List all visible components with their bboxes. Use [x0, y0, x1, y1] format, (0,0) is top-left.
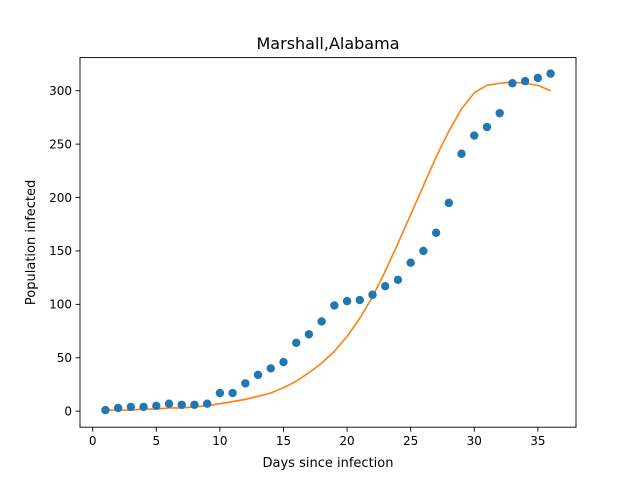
data-point — [381, 282, 390, 291]
axes-border — [79, 57, 577, 428]
data-point — [419, 246, 428, 256]
data-point — [342, 296, 352, 306]
data-point — [482, 122, 492, 132]
data-point — [177, 400, 186, 409]
data-point — [139, 402, 148, 412]
data-point — [393, 275, 403, 284]
plot-area — [80, 57, 576, 428]
x-tick-label: 30 — [467, 434, 482, 448]
y-axis-label: Population infected — [24, 180, 39, 305]
x-tick-label: 5 — [152, 434, 160, 448]
x-tick-label: 0 — [89, 434, 97, 448]
data-point — [202, 399, 212, 408]
y-tick-label: 100 — [49, 298, 72, 312]
axes-frame — [79, 57, 577, 428]
data-point — [355, 295, 364, 305]
data-point — [406, 258, 415, 267]
data-point — [190, 400, 199, 409]
data-point — [495, 108, 504, 118]
x-ticks: 0 5 10 15 20 25 30 35 — [89, 427, 545, 448]
data-point — [317, 317, 326, 326]
data-point — [101, 405, 110, 415]
x-tick-label: 15 — [276, 434, 291, 448]
y-tick-label: 150 — [49, 244, 72, 258]
data-point — [266, 364, 275, 373]
data-point — [330, 301, 339, 310]
data-point — [126, 402, 136, 412]
data-point — [431, 228, 441, 237]
x-tick-label: 35 — [530, 434, 545, 448]
data-point — [457, 149, 466, 158]
data-point — [228, 388, 237, 398]
chart-title: Marshall,Alabama — [257, 34, 400, 53]
data-point — [152, 401, 161, 411]
data-point — [368, 290, 377, 299]
data-point — [279, 357, 288, 367]
data-point — [215, 388, 225, 398]
data-point — [253, 370, 263, 380]
x-tick-label: 25 — [403, 434, 418, 448]
y-tick-label: 0 — [64, 404, 72, 418]
y-tick-label: 50 — [57, 351, 72, 365]
data-point — [292, 338, 301, 348]
x-tick-label: 10 — [212, 434, 227, 448]
data-point — [304, 330, 314, 339]
x-axis-label: Days since infection — [263, 456, 394, 471]
data-point — [113, 403, 123, 413]
y-ticks: 0 50 100 150 200 250 300 — [49, 84, 80, 418]
data-point — [520, 76, 530, 86]
data-point — [508, 79, 517, 88]
data-point — [444, 198, 454, 208]
data-point — [470, 131, 479, 140]
data-point — [533, 73, 543, 83]
y-tick-label: 250 — [49, 137, 72, 151]
x-tick-label: 20 — [339, 434, 354, 448]
y-tick-label: 300 — [49, 84, 72, 98]
data-point — [164, 399, 174, 408]
y-tick-label: 200 — [49, 191, 72, 205]
points-layer — [101, 69, 555, 415]
data-point — [241, 379, 250, 388]
data-point — [546, 69, 555, 78]
